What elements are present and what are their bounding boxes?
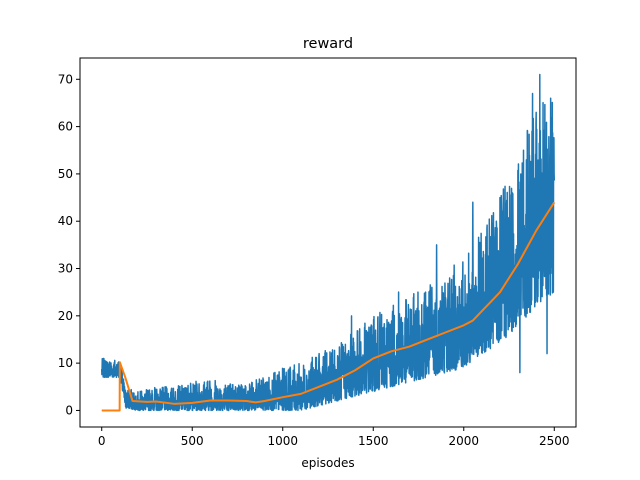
reward-raw-line (100, 73, 556, 412)
series-layer (100, 73, 556, 412)
x-tick-label: 2500 (539, 434, 570, 448)
y-tick-label: 30 (58, 262, 73, 276)
chart-title: reward (303, 36, 353, 52)
y-tick-label: 10 (58, 356, 73, 370)
x-tick-label: 2000 (448, 434, 479, 448)
x-tick-label: 1500 (358, 434, 389, 448)
y-tick-label: 40 (58, 214, 73, 228)
x-axis-label: episodes (301, 456, 354, 470)
x-tick-label: 1000 (267, 434, 298, 448)
y-tick-label: 70 (58, 72, 73, 86)
y-tick-label: 0 (65, 403, 73, 417)
reward-average-line (101, 201, 556, 412)
x-tick-label: 500 (181, 434, 204, 448)
y-tick-label: 50 (58, 167, 73, 181)
x-tick-label: 0 (98, 434, 106, 448)
plot-frame (79, 57, 577, 428)
axes-layer: 0 500 1000 1500 2000 2500 0 10 20 30 40 50 60 70 (58, 72, 570, 448)
y-tick-label: 20 (58, 309, 73, 323)
y-tick-label: 60 (58, 120, 73, 134)
